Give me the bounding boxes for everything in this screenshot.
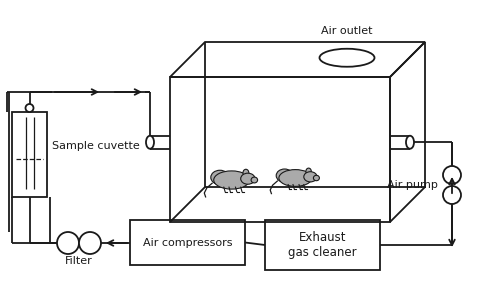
- Text: Air outlet: Air outlet: [321, 26, 373, 36]
- Bar: [130, 220, 245, 265]
- Ellipse shape: [279, 170, 312, 187]
- Circle shape: [57, 232, 79, 254]
- Ellipse shape: [314, 175, 320, 181]
- Ellipse shape: [214, 171, 250, 189]
- Text: Exhaust
gas cleaner: Exhaust gas cleaner: [288, 231, 357, 259]
- Text: Filter: Filter: [65, 256, 93, 266]
- Circle shape: [26, 104, 34, 112]
- Text: Air compressors: Air compressors: [143, 238, 232, 247]
- Circle shape: [443, 166, 461, 184]
- Ellipse shape: [243, 169, 249, 176]
- Circle shape: [443, 186, 461, 204]
- Ellipse shape: [240, 173, 255, 184]
- Bar: [170, 77, 390, 222]
- Ellipse shape: [146, 136, 154, 149]
- Bar: [12, 112, 47, 197]
- Ellipse shape: [320, 49, 374, 67]
- Ellipse shape: [304, 172, 317, 182]
- Bar: [265, 220, 380, 270]
- Ellipse shape: [306, 168, 312, 175]
- Text: Sample cuvette: Sample cuvette: [52, 141, 140, 151]
- Ellipse shape: [211, 170, 229, 184]
- Text: Air pump: Air pump: [387, 180, 438, 190]
- Circle shape: [79, 232, 101, 254]
- Ellipse shape: [406, 136, 414, 149]
- Ellipse shape: [251, 177, 258, 183]
- Ellipse shape: [276, 169, 293, 182]
